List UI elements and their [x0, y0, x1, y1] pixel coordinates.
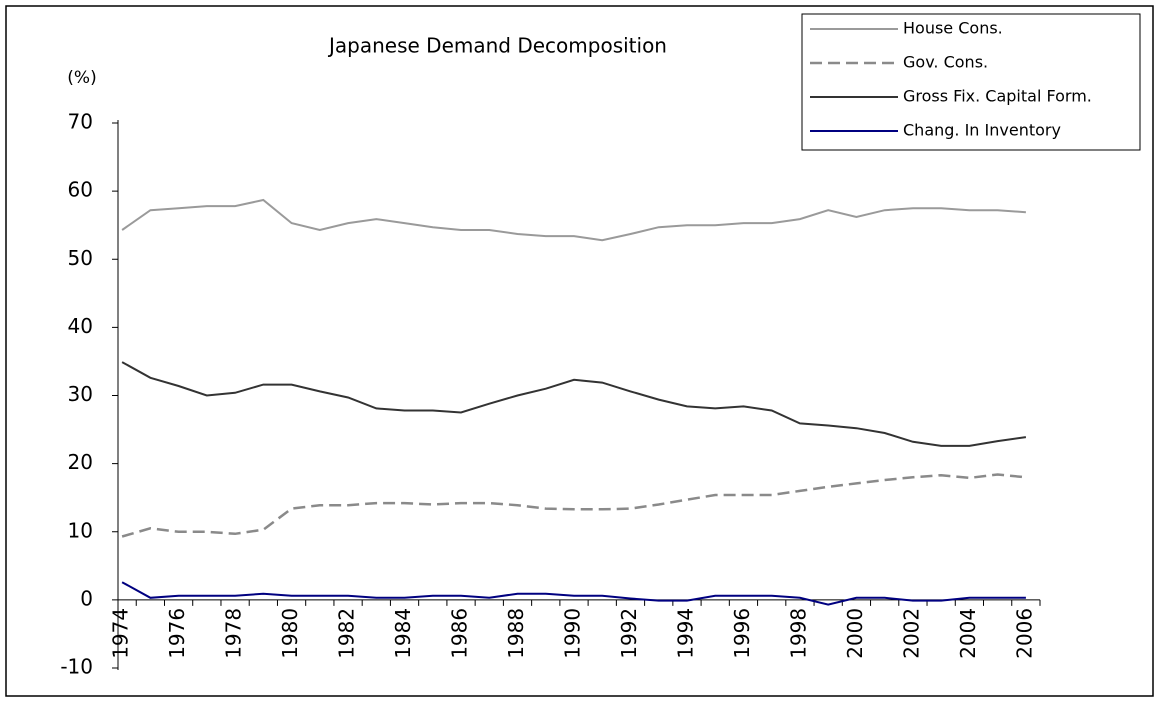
series-line: [121, 473, 1027, 538]
x-tick-label: 1978: [222, 608, 246, 659]
x-tick-label: 1996: [730, 608, 754, 659]
x-tick-label: 1986: [448, 608, 472, 659]
series-line: [121, 198, 1026, 242]
legend-label: Gross Fix. Capital Form.: [903, 87, 1092, 106]
chart-title: Japanese Demand Decomposition: [327, 34, 667, 58]
x-tick-label: 1984: [391, 608, 415, 659]
y-tick-label: 60: [68, 178, 93, 202]
legend-label: Gov. Cons.: [903, 53, 988, 72]
y-tick-label: 20: [68, 450, 93, 474]
series-line: [121, 361, 1027, 447]
y-tick-label: -10: [60, 655, 93, 679]
x-tick-label: 1988: [504, 608, 528, 659]
x-tick-label: 1980: [278, 608, 302, 659]
x-tick-label: 1974: [109, 608, 133, 659]
x-tick-label: 2006: [1012, 608, 1036, 659]
legend-label: House Cons.: [903, 19, 1003, 38]
legend-box: [801, 13, 1141, 151]
legend-label: Chang. In Inventory: [903, 121, 1061, 140]
x-tick-label: 1992: [617, 608, 641, 659]
y-tick-label: 0: [80, 586, 93, 610]
y-tick-label: 10: [68, 518, 93, 542]
x-tick-label: 1976: [165, 608, 189, 659]
x-tick-label: 1982: [335, 608, 359, 659]
y-tick-label: 40: [68, 314, 93, 338]
y-tick-label: 50: [68, 246, 93, 270]
series-line: [121, 581, 1026, 606]
x-tick-label: 2004: [956, 608, 980, 659]
x-tick-label: 2002: [899, 608, 923, 659]
x-tick-label: 2000: [843, 608, 867, 659]
y-tick-label: 70: [68, 110, 93, 134]
y-tick-label: 30: [68, 382, 93, 406]
y-axis-label: (%): [67, 68, 96, 88]
x-tick-label: 1994: [673, 608, 697, 659]
x-tick-label: 1998: [786, 608, 810, 659]
x-tick-label: 1990: [561, 608, 585, 659]
